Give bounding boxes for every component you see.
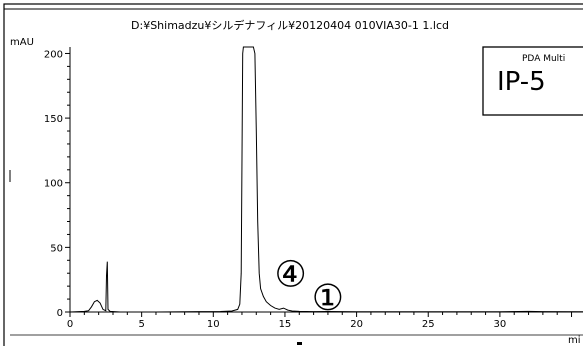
x-tick-label: 0	[67, 319, 73, 330]
y-tick-label: 100	[44, 179, 63, 190]
y-tick-label: 0	[57, 308, 63, 319]
sample-label: IP-5	[497, 67, 546, 97]
chromatogram-trace	[69, 46, 583, 313]
detector-label: PDA Multi	[522, 54, 565, 64]
detector-legend-box	[482, 46, 583, 116]
x-tick-label: 25	[422, 319, 435, 330]
outer-frame	[3, 3, 583, 346]
y-unit-label: mAU	[10, 37, 34, 48]
y-tick-label: 50	[50, 243, 63, 254]
y-tick-label: 150	[44, 114, 63, 125]
x-unit-label: mi	[568, 335, 581, 346]
x-tick-label: 30	[494, 319, 507, 330]
axis-tick-labels: 0 5 10 15 20 25 30 0 50 100 150 200	[44, 49, 506, 330]
x-tick-label: 20	[350, 319, 363, 330]
y-tick-label: 200	[44, 49, 63, 60]
x-tick-label: 5	[138, 319, 144, 330]
peak-annotation-1: ①	[312, 278, 344, 319]
scroll-marker	[297, 342, 302, 345]
x-tick-label: 10	[207, 319, 220, 330]
x-tick-label: 15	[279, 319, 292, 330]
peak-annotation-4: ④	[275, 255, 307, 296]
chart-file-path: D:¥Shimadzu¥シルデナフィル¥20120404 010VIA30-1 …	[131, 18, 449, 32]
axis-ticks	[65, 52, 573, 317]
